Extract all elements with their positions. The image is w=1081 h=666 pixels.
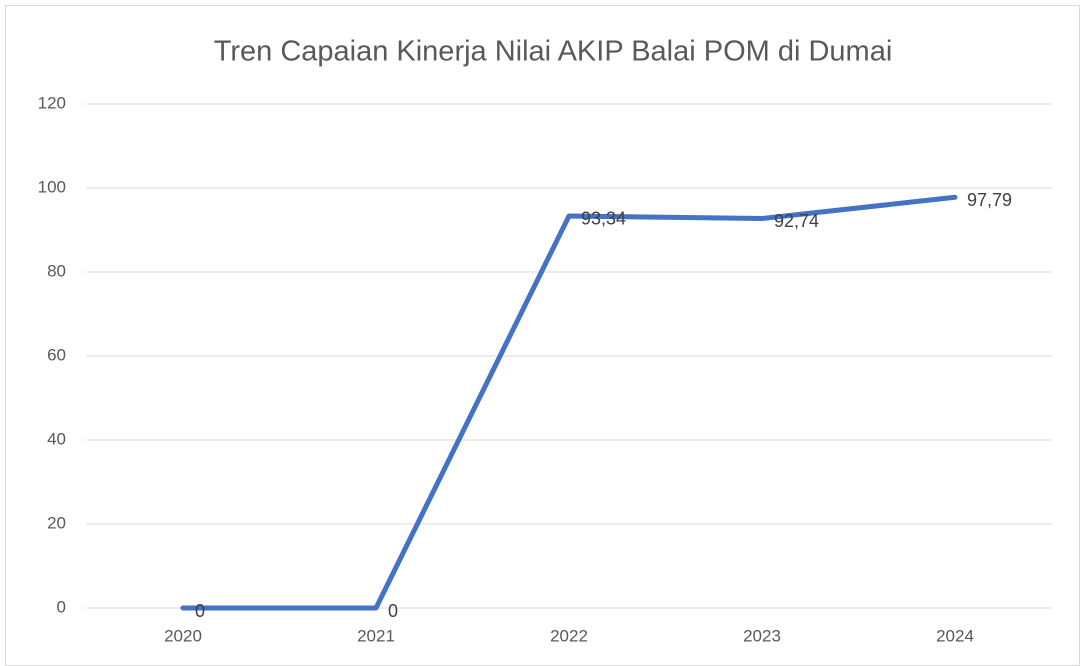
data-label: 0 [195, 601, 205, 621]
y-tick-label: 60 [47, 345, 66, 364]
y-tick-label: 40 [47, 429, 66, 448]
y-tick-label: 0 [57, 597, 66, 616]
x-tick-label: 2024 [936, 626, 974, 645]
x-tick-label: 2023 [743, 626, 781, 645]
line-series [180, 194, 958, 611]
y-tick-label: 100 [38, 177, 66, 196]
y-tick-label: 80 [47, 261, 66, 280]
data-label: 97,79 [967, 190, 1012, 210]
data-label: 93,34 [581, 209, 626, 229]
x-tick-label: 2022 [550, 626, 588, 645]
x-tick-label: 2020 [164, 626, 202, 645]
data-label: 0 [388, 601, 398, 621]
x-tick-label: 2021 [357, 626, 395, 645]
y-tick-label: 120 [38, 93, 66, 112]
chart-title: Tren Capaian Kinerja Nilai AKIP Balai PO… [214, 36, 893, 68]
y-tick-label: 20 [47, 513, 66, 532]
chart-border [5, 5, 1080, 666]
data-label: 92,74 [774, 211, 819, 231]
